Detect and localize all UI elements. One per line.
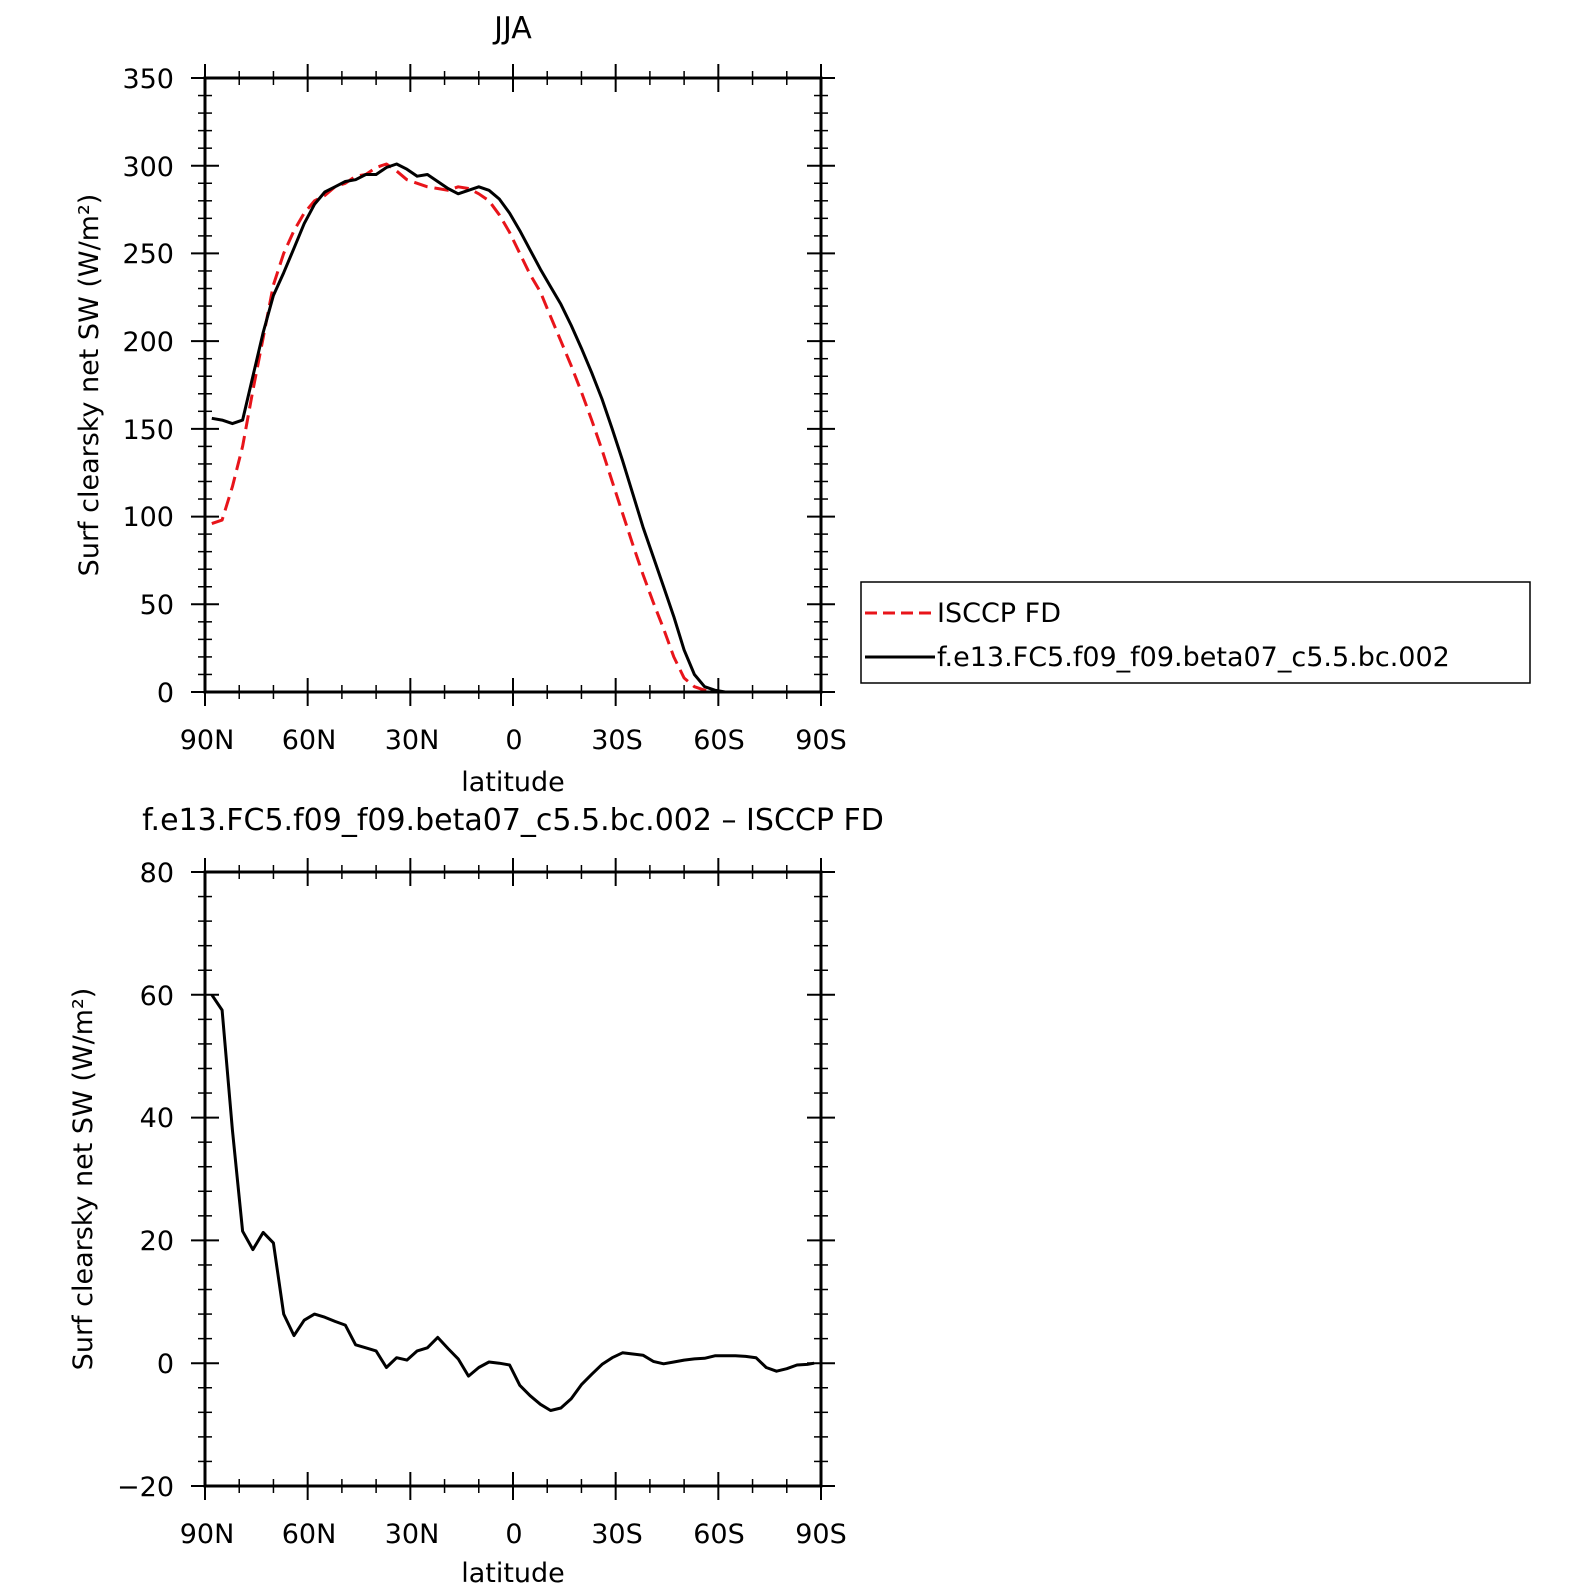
bottom-plot-frame (203, 870, 823, 1488)
bottom-xtick-label: 0 (505, 1519, 522, 1550)
bottom-ytick-label: 60 (140, 981, 174, 1012)
top-xtick-label: 30S (591, 725, 643, 756)
top-x-axis-label: latitude (461, 767, 565, 798)
top-chart-title: JJA (492, 11, 532, 46)
top-panel: JJA 0 50 100 150 200 250 300 350 90N 60N… (74, 11, 847, 798)
bottom-series-line-0 (210, 993, 815, 1412)
top-xtick-label: 90S (795, 725, 847, 756)
bottom-xtick-label: 90N (180, 1519, 235, 1550)
legend-label-model: f.e13.FC5.f09_f09.beta07_c5.5.bc.002 (937, 642, 1450, 673)
bottom-xtick-label: 30N (385, 1519, 440, 1550)
bottom-xtick-label: 30S (591, 1519, 643, 1550)
legend-box (860, 581, 1531, 684)
legend-label-isccp: ISCCP FD (937, 598, 1061, 629)
top-tick-marks (191, 64, 835, 706)
top-ytick-label: 300 (122, 152, 174, 183)
top-ytick-label: 250 (122, 239, 174, 270)
bottom-y-axis-label: Surf clearsky net SW (W/m²) (68, 988, 99, 1371)
top-xtick-label: 60N (282, 725, 337, 756)
bottom-chart-title: f.e13.FC5.f09_f09.beta07_c5.5.bc.002 – I… (142, 803, 884, 838)
top-xtick-label: 30N (385, 725, 440, 756)
top-ytick-label: 100 (122, 502, 174, 533)
bottom-ytick-label: 80 (140, 858, 174, 889)
top-xtick-label: 60S (693, 725, 745, 756)
top-series-group (211, 162, 815, 694)
legend: ISCCP FD f.e13.FC5.f09_f09.beta07_c5.5.b… (860, 581, 1531, 684)
top-ytick-label: 350 (122, 64, 174, 95)
bottom-xtick-label: 90S (795, 1519, 847, 1550)
bottom-tick-marks (191, 858, 835, 1500)
bottom-ytick-label: −20 (117, 1472, 174, 1503)
top-y-axis-label: Surf clearsky net SW (W/m²) (74, 194, 105, 577)
top-series-line-1 (211, 162, 815, 694)
bottom-xtick-label: 60S (693, 1519, 745, 1550)
top-xtick-label: 90N (180, 725, 235, 756)
bottom-ytick-label: 20 (140, 1226, 174, 1257)
bottom-x-axis-label: latitude (461, 1558, 565, 1589)
top-series-line-0 (211, 162, 815, 694)
top-xtick-label: 0 (505, 725, 522, 756)
bottom-ytick-label: 40 (140, 1103, 174, 1134)
top-plot-frame (203, 76, 823, 694)
top-ytick-label: 200 (122, 327, 174, 358)
bottom-series-group (210, 993, 815, 1412)
bottom-ytick-label: 0 (157, 1349, 174, 1380)
top-ytick-label: 0 (157, 678, 174, 709)
bottom-panel: f.e13.FC5.f09_f09.beta07_c5.5.bc.002 – I… (68, 803, 884, 1589)
bottom-xtick-label: 60N (282, 1519, 337, 1550)
top-ytick-label: 150 (122, 415, 174, 446)
top-ytick-label: 50 (140, 590, 174, 621)
